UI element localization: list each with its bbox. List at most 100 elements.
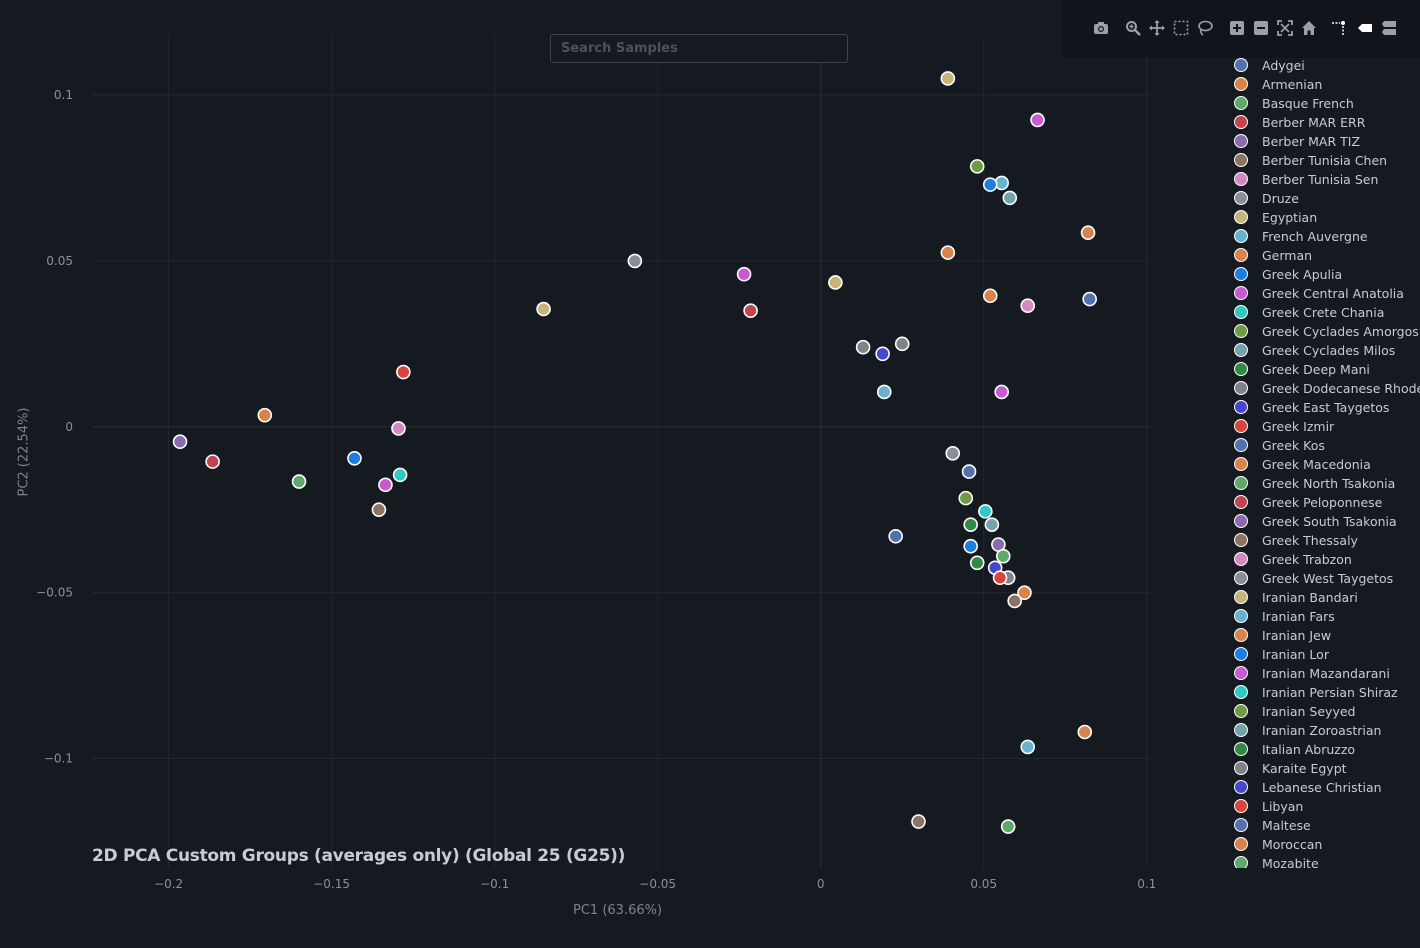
data-point[interactable] bbox=[1030, 112, 1045, 128]
data-point[interactable] bbox=[291, 474, 307, 489]
data-point[interactable] bbox=[894, 336, 910, 352]
legend-item[interactable]: Greek Izmir bbox=[1228, 417, 1420, 436]
legend-item[interactable]: Berber Tunisia Sen bbox=[1228, 170, 1420, 189]
data-point[interactable] bbox=[1000, 819, 1016, 834]
box-select-icon-button[interactable] bbox=[1171, 18, 1191, 38]
legend-item[interactable]: Greek Crete Chania bbox=[1228, 303, 1420, 322]
legend-item[interactable]: Greek Apulia bbox=[1228, 265, 1420, 284]
data-point[interactable] bbox=[992, 570, 1008, 586]
legend-item[interactable]: Moroccan bbox=[1228, 835, 1420, 854]
data-point[interactable] bbox=[961, 464, 977, 479]
legend-item[interactable]: Iranian Lor bbox=[1228, 645, 1420, 664]
data-point[interactable] bbox=[378, 477, 393, 493]
data-point[interactable] bbox=[978, 504, 993, 519]
data-point[interactable] bbox=[347, 451, 362, 466]
legend-item[interactable]: Greek Cyclades Amorgos bbox=[1228, 322, 1420, 341]
data-point[interactable] bbox=[257, 407, 273, 423]
data-point[interactable] bbox=[1082, 291, 1097, 307]
data-point[interactable] bbox=[172, 434, 188, 450]
legend-item[interactable]: Greek Trabzon bbox=[1228, 550, 1420, 569]
data-point[interactable] bbox=[940, 245, 956, 260]
data-point[interactable] bbox=[958, 490, 974, 506]
zoom-out-icon-button[interactable] bbox=[1251, 18, 1271, 38]
legend-item[interactable]: Egyptian bbox=[1228, 208, 1420, 227]
legend-item[interactable]: Greek Deep Mani bbox=[1228, 360, 1420, 379]
data-point[interactable] bbox=[392, 467, 408, 483]
legend-item[interactable]: Maltese bbox=[1228, 816, 1420, 835]
data-point[interactable] bbox=[1020, 739, 1036, 755]
hover-closest-icon-button[interactable] bbox=[1355, 18, 1375, 38]
legend-item[interactable]: Italian Abruzzo bbox=[1228, 740, 1420, 759]
data-point[interactable] bbox=[391, 421, 406, 436]
data-point[interactable] bbox=[984, 517, 1000, 532]
data-point[interactable] bbox=[371, 502, 387, 518]
data-point[interactable] bbox=[969, 159, 985, 174]
legend-item[interactable]: Greek Thessaly bbox=[1228, 531, 1420, 550]
data-point[interactable] bbox=[736, 266, 752, 282]
legend-item[interactable]: Iranian Mazandarani bbox=[1228, 664, 1420, 683]
legend-item[interactable]: Adygei bbox=[1228, 56, 1420, 75]
legend-item[interactable]: Greek Dodecanese Rhodes bbox=[1228, 379, 1420, 398]
data-point[interactable] bbox=[627, 253, 643, 269]
legend-item[interactable]: Iranian Seyyed bbox=[1228, 702, 1420, 721]
legend-item[interactable]: Iranian Jew bbox=[1228, 626, 1420, 645]
legend-item[interactable]: Greek Cyclades Milos bbox=[1228, 341, 1420, 360]
legend-item[interactable]: Basque French bbox=[1228, 94, 1420, 113]
data-point[interactable] bbox=[875, 346, 890, 362]
legend-item[interactable]: Libyan bbox=[1228, 797, 1420, 816]
data-point[interactable] bbox=[982, 288, 998, 304]
data-point[interactable] bbox=[1017, 585, 1032, 600]
pan-icon-button[interactable] bbox=[1147, 18, 1167, 38]
data-point[interactable] bbox=[945, 446, 961, 461]
legend-item[interactable]: Mozabite bbox=[1228, 854, 1420, 868]
spike-lines-icon-button[interactable] bbox=[1329, 18, 1349, 38]
data-point[interactable] bbox=[1080, 225, 1096, 241]
legend-item[interactable]: Greek East Taygetos bbox=[1228, 398, 1420, 417]
data-point[interactable] bbox=[969, 555, 985, 571]
camera-icon-button[interactable] bbox=[1091, 18, 1111, 38]
data-point[interactable] bbox=[1077, 724, 1093, 740]
legend-item[interactable]: Greek North Tsakonia bbox=[1228, 474, 1420, 493]
data-point[interactable] bbox=[995, 548, 1011, 564]
zoom-icon-button[interactable] bbox=[1123, 18, 1143, 38]
data-point[interactable] bbox=[876, 384, 892, 400]
data-point[interactable] bbox=[982, 177, 998, 192]
data-point[interactable] bbox=[888, 528, 903, 544]
legend-item[interactable]: Iranian Zoroastrian bbox=[1228, 721, 1420, 740]
legend-item[interactable]: Iranian Fars bbox=[1228, 607, 1420, 626]
home-icon-button[interactable] bbox=[1299, 18, 1319, 38]
legend-item[interactable]: Berber MAR ERR bbox=[1228, 113, 1420, 132]
legend-item[interactable]: French Auvergne bbox=[1228, 227, 1420, 246]
data-point[interactable] bbox=[396, 364, 411, 380]
legend-item[interactable]: Greek Peloponnese bbox=[1228, 493, 1420, 512]
legend-item[interactable]: Berber MAR TIZ bbox=[1228, 132, 1420, 151]
legend-item[interactable]: Iranian Bandari bbox=[1228, 588, 1420, 607]
data-point[interactable] bbox=[994, 384, 1009, 400]
data-point[interactable] bbox=[855, 339, 871, 355]
legend-item[interactable]: Greek Central Anatolia bbox=[1228, 284, 1420, 303]
data-point[interactable] bbox=[205, 454, 220, 469]
legend-item[interactable]: Greek Kos bbox=[1228, 436, 1420, 455]
data-point[interactable] bbox=[940, 71, 956, 86]
legend-item[interactable]: Karaite Egypt bbox=[1228, 759, 1420, 778]
legend-item[interactable]: Druze bbox=[1228, 189, 1420, 208]
data-point[interactable] bbox=[743, 303, 758, 318]
data-point[interactable] bbox=[1020, 298, 1036, 314]
legend-item[interactable]: Lebanese Christian bbox=[1228, 778, 1420, 797]
data-point[interactable] bbox=[963, 517, 978, 532]
autoscale-icon-button[interactable] bbox=[1275, 18, 1295, 38]
legend-item[interactable]: German bbox=[1228, 246, 1420, 265]
data-point[interactable] bbox=[1002, 190, 1018, 206]
data-point[interactable] bbox=[911, 814, 926, 829]
data-point[interactable] bbox=[1007, 593, 1022, 609]
data-point[interactable] bbox=[963, 538, 978, 554]
data-point[interactable] bbox=[536, 301, 551, 317]
legend-item[interactable]: Greek Macedonia bbox=[1228, 455, 1420, 474]
legend-item[interactable]: Iranian Persian Shiraz bbox=[1228, 683, 1420, 702]
legend-item[interactable]: Armenian bbox=[1228, 75, 1420, 94]
lasso-select-icon-button[interactable] bbox=[1195, 18, 1215, 38]
legend-item[interactable]: Greek South Tsakonia bbox=[1228, 512, 1420, 531]
data-point[interactable] bbox=[828, 275, 843, 290]
legend-item[interactable]: Greek West Taygetos bbox=[1228, 569, 1420, 588]
